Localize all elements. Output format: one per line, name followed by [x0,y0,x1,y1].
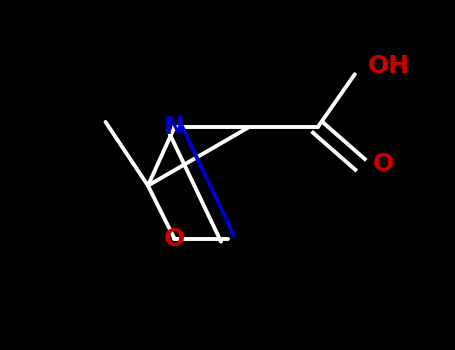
Text: O: O [164,227,185,251]
Text: O: O [373,152,394,176]
Text: N: N [164,115,185,139]
Text: OH: OH [368,54,410,78]
